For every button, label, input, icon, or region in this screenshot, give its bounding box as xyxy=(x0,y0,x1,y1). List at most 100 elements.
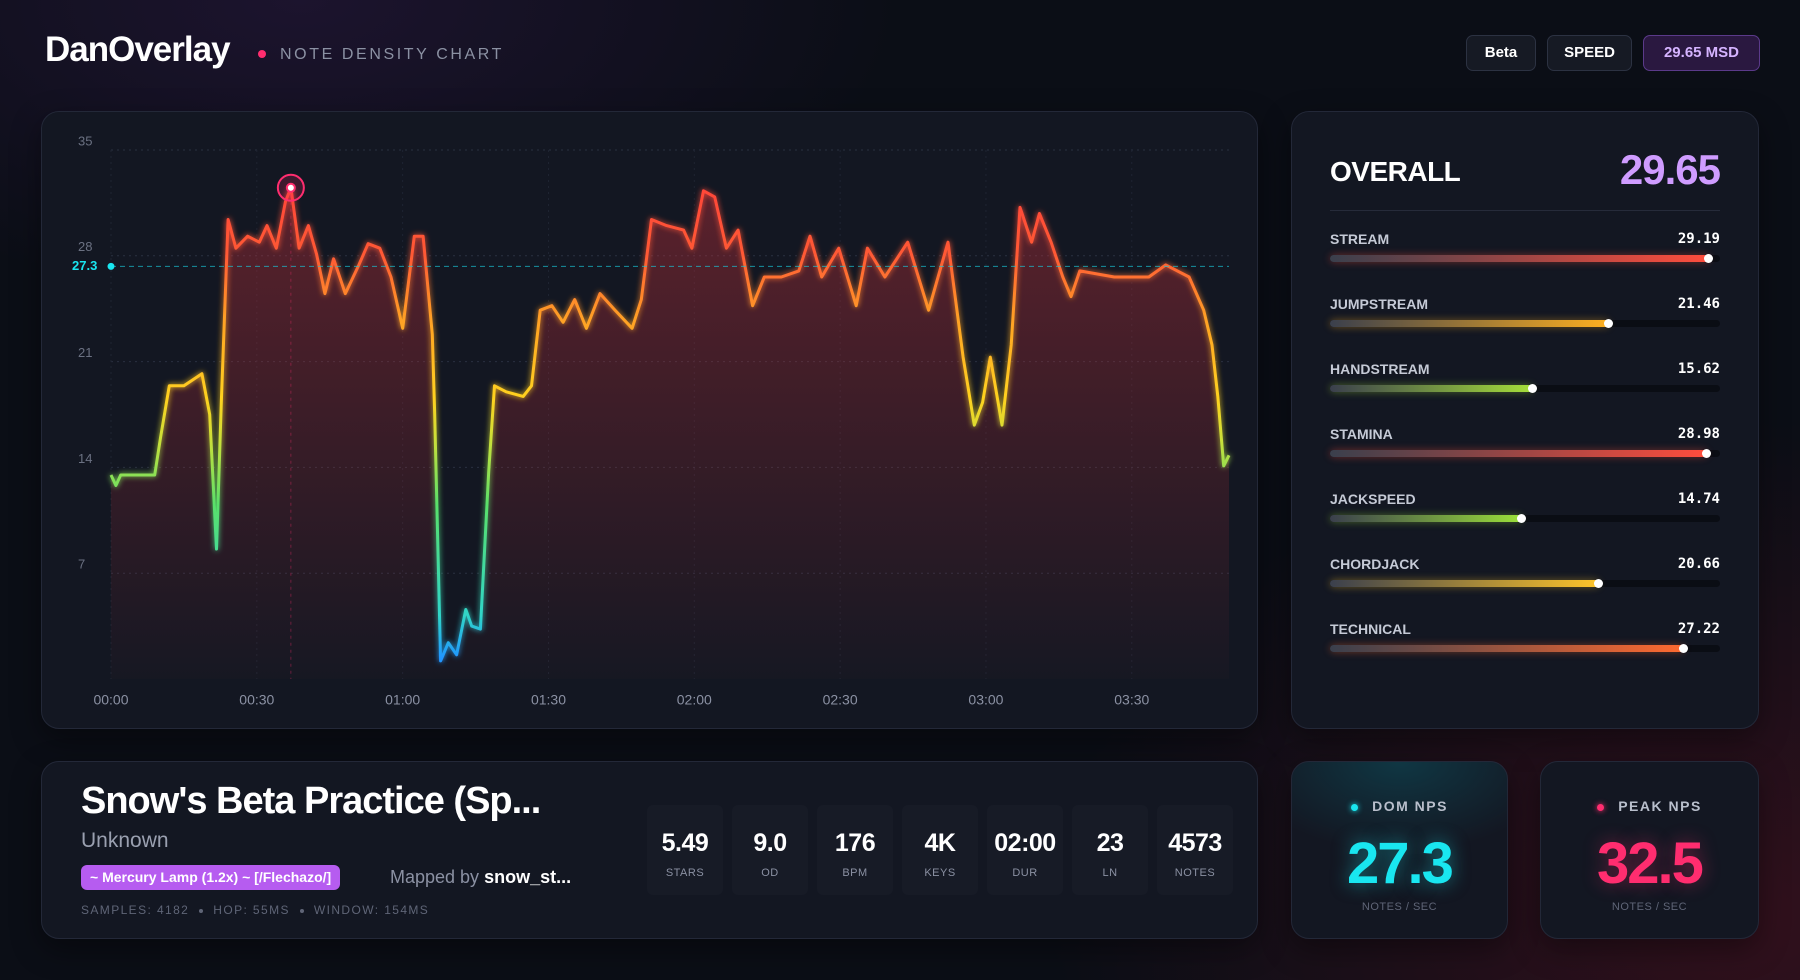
skill-name: HANDSTREAM xyxy=(1330,361,1430,377)
skill-name: STREAM xyxy=(1330,231,1390,247)
x-tick-label: 00:30 xyxy=(239,692,274,708)
skill-bar xyxy=(1330,450,1707,457)
nps-value: 32.5 xyxy=(1597,831,1704,896)
stat-label: STARS xyxy=(665,867,705,879)
stat-value: 9.0 xyxy=(753,829,787,857)
skill-knob xyxy=(1516,514,1526,523)
y-tick-label: 14 xyxy=(78,451,92,466)
nps-label-text: PEAK NPS xyxy=(1618,798,1702,814)
skill-bar xyxy=(1330,580,1599,587)
separator xyxy=(299,908,304,913)
mapped-line: Mapped by snow_st... xyxy=(390,867,571,888)
skill-track xyxy=(1330,644,1720,653)
nps-unit: NOTES / SEC xyxy=(1361,901,1438,913)
skill-value: 27.22 xyxy=(1677,621,1720,637)
chart-panel: 7 14 21 28 35 00:00 00:30 01:00 01:30 02:00 02:30 0… xyxy=(41,111,1258,729)
stat-label: NOTES xyxy=(1174,867,1216,879)
skill-track xyxy=(1330,449,1720,458)
badge[interactable]: 29.65 MSD xyxy=(1643,35,1760,71)
skill-value: 29.19 xyxy=(1677,231,1720,247)
x-tick-label: 00:00 xyxy=(93,692,128,708)
meta-item: HOP: 55MS xyxy=(213,903,290,917)
skill-value: 20.66 xyxy=(1677,556,1720,572)
y-tick-label: 21 xyxy=(78,345,92,360)
separator xyxy=(199,908,204,913)
x-tick-label: 01:30 xyxy=(531,692,566,708)
divider xyxy=(1330,210,1720,211)
density-line xyxy=(109,186,1231,663)
skill-value: 15.62 xyxy=(1677,361,1720,377)
skill-name: JUMPSTREAM xyxy=(1330,296,1429,312)
nps-unit: NOTES / SEC xyxy=(1611,901,1688,913)
skill-track xyxy=(1330,579,1720,588)
skill-bar xyxy=(1330,385,1534,392)
stat-label: BPM xyxy=(842,867,868,879)
skill-bar xyxy=(1330,515,1522,522)
overall-value: 29.65 xyxy=(1619,146,1721,193)
skill-name: STAMINA xyxy=(1330,426,1393,442)
stat-value: 23 xyxy=(1096,829,1124,857)
chart: 7 14 21 28 35 00:00 00:30 01:00 01:30 02:00 02:30 0… xyxy=(72,133,1231,708)
skill-bar xyxy=(1330,255,1710,262)
song-panel: Snow's Beta Practice (Sp... Unknown ~ Me… xyxy=(41,761,1258,939)
stat-label: LN xyxy=(1102,867,1118,879)
stat-value: 176 xyxy=(834,829,876,857)
subtitle: NOTE DENSITY CHART xyxy=(280,46,505,63)
stat-value: 5.49 xyxy=(661,829,709,857)
skill-knob xyxy=(1593,579,1603,588)
peak-nps-card: PEAK NPS 32.5 NOTES / SEC xyxy=(1540,761,1759,939)
nps-label-text: DOM NPS xyxy=(1372,798,1448,814)
skill-value: 21.46 xyxy=(1677,296,1720,312)
skill-bar xyxy=(1330,320,1609,327)
badge[interactable]: SPEED xyxy=(1547,35,1632,71)
x-tick-label: 03:30 xyxy=(1114,692,1149,708)
stat-box: 176 BPM xyxy=(817,805,893,895)
badge[interactable]: Beta xyxy=(1466,35,1536,71)
skill-knob xyxy=(1603,319,1613,328)
song-title: Snow's Beta Practice (Sp... xyxy=(81,780,541,822)
song-artist: Unknown xyxy=(81,829,169,852)
stat-value: 4K xyxy=(924,829,956,857)
x-tick-label: 01:00 xyxy=(385,692,420,708)
skill-knob xyxy=(1704,254,1714,263)
stat-label: KEYS xyxy=(924,867,956,879)
meta-item: SAMPLES: 4182 xyxy=(81,903,190,917)
nps-label: PEAK NPS xyxy=(1541,798,1758,814)
reference-label: 27.3 xyxy=(72,258,97,273)
difficulty-pill[interactable]: ~ Mercury Lamp (1.2x) ~ [/Flechazo/] xyxy=(81,865,341,890)
skill-knob xyxy=(1528,384,1538,393)
skill-value: 28.98 xyxy=(1677,426,1720,442)
skill-track xyxy=(1330,384,1720,393)
skill-track xyxy=(1330,319,1720,328)
y-tick-label: 7 xyxy=(78,557,85,572)
skill-name: TECHNICAL xyxy=(1330,621,1411,637)
skill-track xyxy=(1330,254,1720,263)
meta-item: WINDOW: 154MS xyxy=(313,903,430,917)
stat-box: 5.49 STARS xyxy=(647,805,723,895)
skill-panel: OVERALL 29.65 STREAM 29.19 JUMPSTREAM 21.46… xyxy=(1291,111,1759,729)
dom-nps-card: DOM NPS 27.3 NOTES / SEC xyxy=(1291,761,1508,939)
nps-label: DOM NPS xyxy=(1292,798,1507,814)
area xyxy=(111,187,1229,680)
stat-box: 4K KEYS xyxy=(902,805,978,895)
overall-label: OVERALL xyxy=(1330,156,1461,187)
brand-dot xyxy=(258,50,266,58)
x-tick-label: 03:00 xyxy=(968,692,1003,708)
sample-meta: SAMPLES: 4182 HOP: 55MS WINDOW: 154MS xyxy=(81,903,429,917)
stat-box: 9.0 OD xyxy=(732,805,808,895)
mapped-by: Mapped by xyxy=(390,867,480,887)
mapper: snow_st... xyxy=(484,867,572,887)
skill-name: JACKSPEED xyxy=(1330,491,1416,507)
reference-dot xyxy=(107,262,115,270)
stat-label: DUR xyxy=(1012,867,1038,879)
stat-box: 4573 NOTES xyxy=(1157,805,1233,895)
skill-knob xyxy=(1678,644,1688,653)
skill-knob xyxy=(1701,449,1711,458)
stat-value: 02:00 xyxy=(994,829,1056,857)
y-tick-label: 28 xyxy=(78,239,92,254)
skill-bar xyxy=(1330,645,1684,652)
brand: DanOverlay xyxy=(45,30,231,69)
peak-marker xyxy=(285,182,296,193)
